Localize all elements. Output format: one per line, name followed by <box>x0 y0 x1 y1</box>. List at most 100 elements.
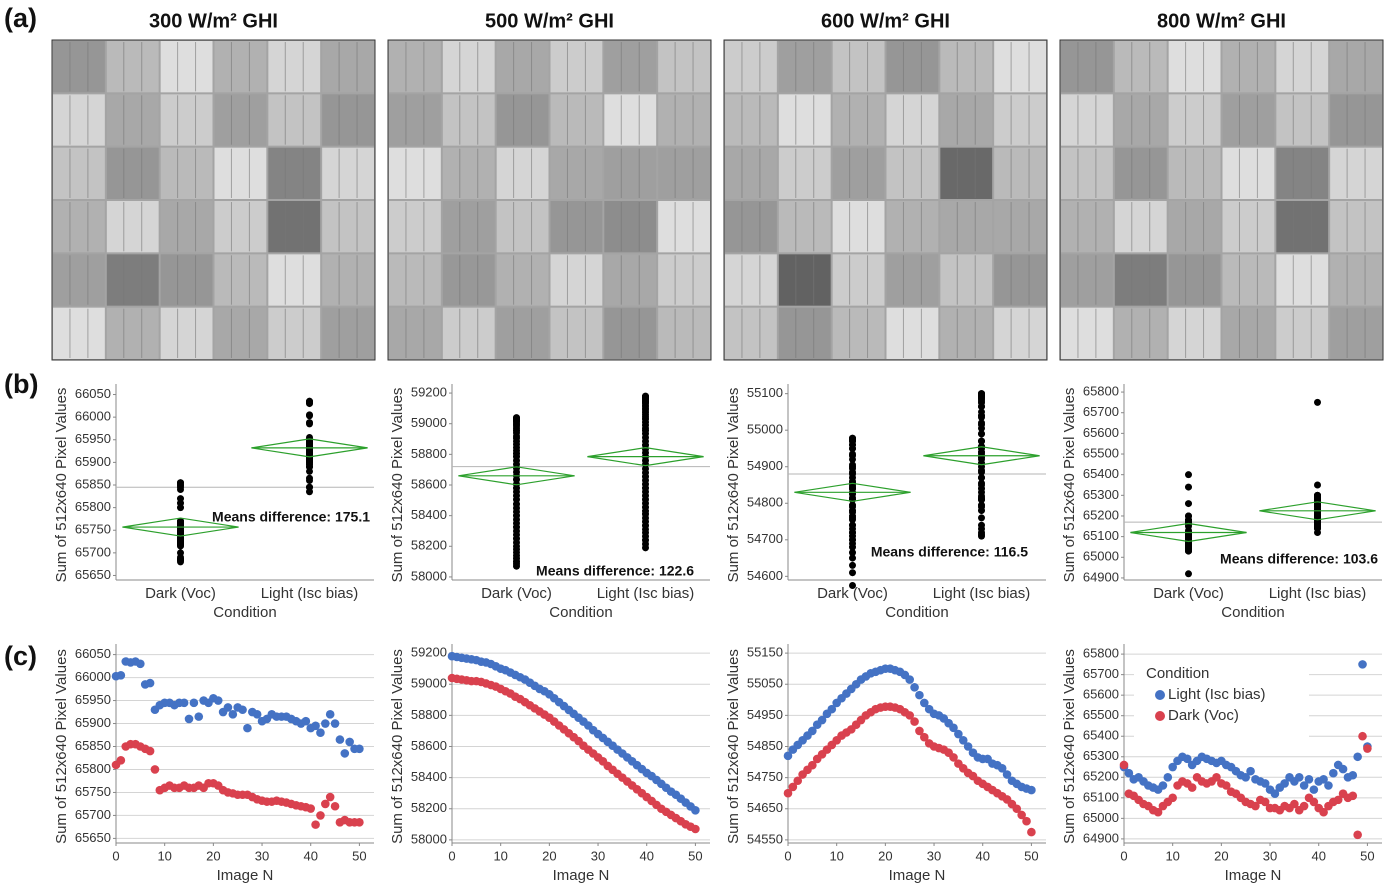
y-tick-label: 66050 <box>75 386 111 401</box>
panel-label: (a) <box>4 3 37 33</box>
y-tick-label: 65600 <box>1083 687 1119 702</box>
point <box>355 744 364 754</box>
cell <box>604 254 657 306</box>
x-tick-label: 0 <box>1120 848 1127 863</box>
cell <box>1168 94 1221 146</box>
cell <box>1114 254 1167 306</box>
cell <box>496 307 549 359</box>
y-tick-label: 65400 <box>1083 466 1119 481</box>
point <box>1348 791 1358 801</box>
y-tick-label: 58200 <box>411 800 447 815</box>
point <box>1241 772 1250 782</box>
cell <box>1061 201 1113 253</box>
point <box>189 698 199 708</box>
point <box>788 782 798 792</box>
x-tick-label: 50 <box>688 848 702 863</box>
cell <box>604 307 657 359</box>
cell <box>658 147 710 199</box>
y-axis-label: Sum of 512x640 Pixel Values <box>725 388 742 583</box>
y-tick-label: 58800 <box>411 707 447 722</box>
cell <box>268 94 321 146</box>
point <box>978 430 985 438</box>
legend-box <box>1134 662 1309 742</box>
point <box>849 470 856 478</box>
cell <box>53 147 105 199</box>
point <box>849 543 856 551</box>
cell <box>160 94 213 146</box>
cell <box>1276 307 1329 359</box>
y-tick-label: 54800 <box>747 495 783 510</box>
cell <box>1168 41 1221 93</box>
point <box>978 488 985 496</box>
point <box>145 678 155 688</box>
point <box>340 749 350 758</box>
y-tick-label: 65200 <box>1083 507 1119 522</box>
x-tick-label: 30 <box>591 848 605 863</box>
cell <box>214 41 267 93</box>
point <box>513 562 520 570</box>
cell <box>832 147 885 199</box>
cell <box>1061 41 1113 93</box>
cell <box>1276 147 1329 199</box>
point <box>330 801 340 811</box>
cell <box>106 254 159 306</box>
point <box>1027 785 1036 795</box>
cell <box>778 147 831 199</box>
cell <box>1114 41 1167 93</box>
cell <box>1061 254 1113 306</box>
y-tick-label: 66000 <box>75 669 111 684</box>
y-tick-label: 65800 <box>1083 646 1119 661</box>
point <box>978 459 985 467</box>
cell <box>442 41 495 93</box>
el-image <box>724 40 1047 360</box>
x-tick-label: Dark (Voc) <box>817 585 888 602</box>
cell <box>160 41 213 93</box>
point <box>1027 827 1036 837</box>
cell <box>1276 41 1329 93</box>
point <box>1260 779 1270 788</box>
point <box>817 715 827 725</box>
cell <box>53 201 105 253</box>
point <box>1333 795 1343 805</box>
y-axis-label: Sum of 512x640 Pixel Values <box>725 649 742 844</box>
y-tick-label: 54700 <box>747 531 783 546</box>
point <box>116 755 126 765</box>
cell <box>389 94 441 146</box>
cell <box>658 201 710 253</box>
cell <box>778 41 831 93</box>
cell <box>658 41 710 93</box>
cell <box>940 254 993 306</box>
image-frame <box>51 39 376 361</box>
x-tick-label: Dark (Voc) <box>481 585 552 602</box>
point <box>1358 660 1367 669</box>
x-tick-label: 50 <box>1024 848 1038 863</box>
x-axis-label: Image N <box>1225 867 1282 884</box>
cell <box>940 201 993 253</box>
cell <box>389 254 441 306</box>
cell <box>604 94 657 146</box>
x-tick-label: 10 <box>157 848 171 863</box>
image-title: 300 W/m² GHI <box>149 10 278 32</box>
cell <box>442 94 495 146</box>
cell <box>832 307 885 359</box>
x-axis-label: Image N <box>889 867 946 884</box>
y-tick-label: 55150 <box>747 645 783 660</box>
point <box>783 751 793 761</box>
cell <box>106 41 159 93</box>
point <box>177 531 184 539</box>
point <box>1251 801 1260 811</box>
y-tick-label: 65700 <box>75 807 111 822</box>
point <box>849 516 856 524</box>
cell <box>160 201 213 253</box>
x-tick-label: 0 <box>784 848 791 863</box>
point <box>1185 547 1192 555</box>
point <box>243 723 252 733</box>
point <box>954 729 963 739</box>
point <box>1319 775 1328 784</box>
point <box>1314 398 1321 406</box>
cell <box>550 94 603 146</box>
point <box>808 760 817 770</box>
point <box>301 716 311 726</box>
point <box>145 746 155 756</box>
cell <box>160 147 213 199</box>
